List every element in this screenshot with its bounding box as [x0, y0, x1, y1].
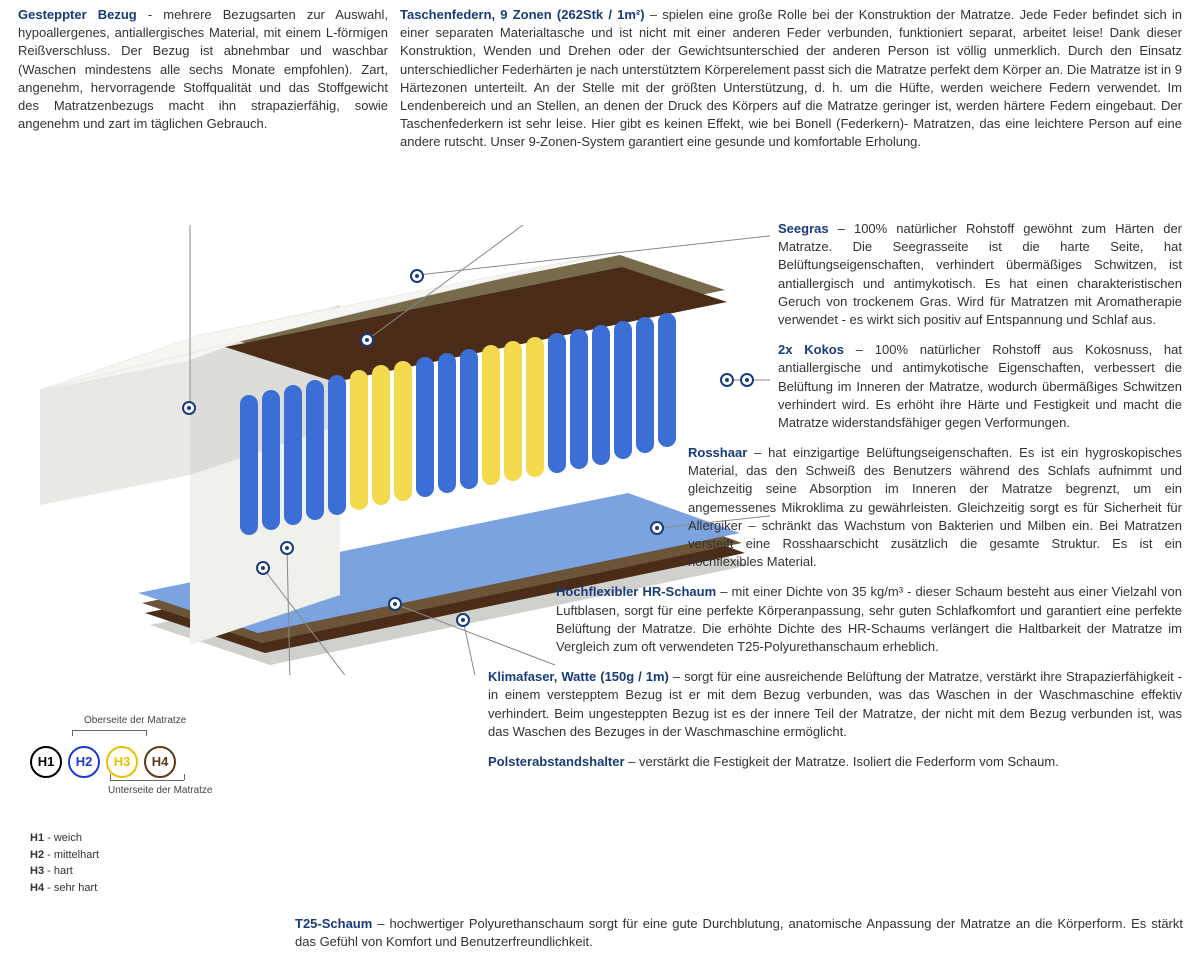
cover-title: Gesteppter Bezug: [18, 7, 137, 22]
layer-descriptions: Seegras – 100% natürlicher Rohstoff gewö…: [488, 220, 1182, 783]
top-bracket: [72, 730, 146, 731]
hardness-legend: H1 - weichH2 - mittelhartH3 - hartH4 - s…: [30, 830, 250, 896]
t25-text: – hochwertiger Polyurethanschaum sorgt f…: [295, 916, 1183, 949]
top-side-label: Oberseite der Matratze: [84, 714, 186, 728]
layer-section-3: Hochflexibler HR-Schaum – mit einer Dich…: [556, 583, 1182, 656]
t25-description: T25-Schaum – hochwertiger Polyurethansch…: [295, 915, 1183, 951]
layer-text: – hat einzigartige Belüftungseigenschaft…: [688, 445, 1182, 569]
legend-h1: H1 - weich: [30, 830, 250, 847]
layer-text: – verstärkt die Festigkeit der Matratze.…: [625, 754, 1059, 769]
springs-text: – spielen eine große Rolle bei der Konst…: [400, 7, 1182, 149]
layer-section-5: Polsterabstandshalter – verstärkt die Fe…: [488, 753, 1182, 771]
hardness-h4: H4: [144, 746, 176, 778]
spacer-marker: [256, 561, 270, 575]
layer-title: 2x Kokos: [778, 342, 844, 357]
springs-description: Taschenfedern, 9 Zonen (262Stk / 1m²) – …: [400, 6, 1182, 152]
cover-text: - mehrere Bezugsarten zur Auswahl, hypoa…: [18, 7, 388, 131]
hardness-diagram: Oberseite der Matratze H1H2H3H4 Untersei…: [30, 720, 250, 896]
layer-section-4: Klimafaser, Watte (150g / 1m) – sorgt fü…: [488, 668, 1182, 741]
hardness-h1: H1: [30, 746, 62, 778]
klimafaser-marker: [456, 613, 470, 627]
cover-marker: [182, 401, 196, 415]
springs-title: Taschenfedern, 9 Zonen (262Stk / 1m²): [400, 7, 645, 22]
t25-marker: [280, 541, 294, 555]
hr-foam-marker: [388, 597, 402, 611]
bottom-bracket: [110, 780, 184, 781]
layer-title: Rosshaar: [688, 445, 747, 460]
legend-h2: H2 - mittelhart: [30, 847, 250, 864]
layer-section-1: 2x Kokos – 100% natürlicher Rohstoff aus…: [778, 341, 1182, 432]
layer-section-2: Rosshaar – hat einzigartige Belüftungsei…: [688, 444, 1182, 571]
layer-title: Hochflexibler HR-Schaum: [556, 584, 716, 599]
bottom-side-label: Unterseite der Matratze: [108, 784, 213, 798]
cover-description: Gesteppter Bezug - mehrere Bezugsarten z…: [18, 6, 388, 133]
seaweed-marker: [410, 269, 424, 283]
layer-title: Polsterabstandshalter: [488, 754, 625, 769]
hardness-h2: H2: [68, 746, 100, 778]
legend-h4: H4 - sehr hart: [30, 880, 250, 897]
hardness-circles: H1H2H3H4: [30, 746, 176, 778]
layer-title: Seegras: [778, 221, 829, 236]
springs-marker: [360, 333, 374, 347]
layer-text: – 100% natürlicher Rohstoff gewöhnt zum …: [778, 221, 1182, 327]
t25-title: T25-Schaum: [295, 916, 372, 931]
layer-section-0: Seegras – 100% natürlicher Rohstoff gewö…: [778, 220, 1182, 329]
legend-h3: H3 - hart: [30, 863, 250, 880]
layer-title: Klimafaser, Watte (150g / 1m): [488, 669, 669, 684]
